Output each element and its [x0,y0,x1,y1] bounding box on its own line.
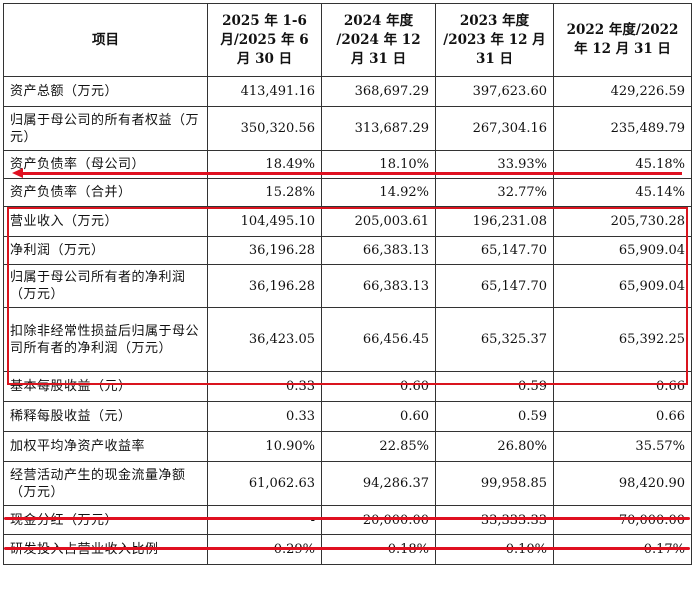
cell-value: 94,286.37 [321,461,436,506]
financial-table-container: 项目 2025 年 1-6 月/2025 年 6 月 30 日 2024 年度 … [3,3,692,565]
cell-value: 397,623.60 [435,76,554,107]
cell-value: 10.90% [207,431,322,462]
cell-value: 267,304.16 [435,106,554,151]
cell-value: 65,325.37 [435,307,554,372]
highlight-box-profit-rows [7,207,688,385]
row-label: 归属于母公司的所有者权益（万元） [3,106,208,151]
highlight-arrow-head-icon [12,168,23,178]
cell-value: 22.85% [321,431,436,462]
cell-value: 65,147.70 [435,236,554,265]
row-label: 经营活动产生的现金流量净额（万元） [3,461,208,506]
table-row: 稀释每股收益（元） 0.33 0.60 0.59 0.66 [3,401,692,432]
cell-value: 413,491.16 [207,76,322,107]
table-row: 扣除非经常性损益后归属于母公司所有者的净利润（万元） 36,423.05 66,… [3,307,692,372]
table-row: 资产负债率（合并） 15.28% 14.92% 32.77% 45.14% [3,178,692,207]
table-row: 现金分红（万元） - 20,000.00 33,333.33 70,000.00 [3,505,692,535]
cell-value: 35.57% [553,431,692,462]
header-col-2024: 2024 年度 /2024 年 12 月 31 日 [321,3,436,77]
cell-value: 33,333.33 [435,505,554,535]
cell-value: 36,423.05 [207,307,322,372]
cell-value: 32.77% [435,178,554,207]
header-col-2023: 2023 年度 /2023 年 12 月 31 日 [435,3,554,77]
row-label: 归属于母公司所有者的净利润（万元） [3,264,208,308]
cell-value: 45.14% [553,178,692,207]
row-label: 净利润（万元） [3,236,208,265]
cell-value: 36,196.28 [207,236,322,265]
cell-value: 104,495.10 [207,206,322,237]
highlight-underline-cashflow [4,517,690,520]
cell-value: 66,383.13 [321,264,436,308]
cell-value: - [207,505,322,535]
header-col-2022: 2022 年度/2022 年 12 月 31 日 [553,3,692,77]
table-row: 资产总额（万元） 413,491.16 368,697.29 397,623.6… [3,76,692,107]
cell-value: 0.33 [207,371,322,402]
cell-value: 235,489.79 [553,106,692,151]
cell-value: 368,697.29 [321,76,436,107]
row-label: 现金分红（万元） [3,505,208,535]
table-row: 归属于母公司的所有者权益（万元） 350,320.56 313,687.29 2… [3,106,692,151]
cell-value: 66,383.13 [321,236,436,265]
cell-value: 65,392.25 [553,307,692,372]
cell-value: 20,000.00 [321,505,436,535]
cell-value: 429,226.59 [553,76,692,107]
table-row: 净利润（万元） 36,196.28 66,383.13 65,147.70 65… [3,236,692,265]
highlight-arrow-line [20,172,682,175]
cell-value: 15.28% [207,178,322,207]
cell-value: 36,196.28 [207,264,322,308]
financial-table: 项目 2025 年 1-6 月/2025 年 6 月 30 日 2024 年度 … [3,3,692,565]
cell-value: 0.33 [207,401,322,432]
header-col-2025h1: 2025 年 1-6 月/2025 年 6 月 30 日 [207,3,322,77]
table-row: 归属于母公司所有者的净利润（万元） 36,196.28 66,383.13 65… [3,264,692,308]
header-item: 项目 [3,3,208,77]
cell-value: 65,147.70 [435,264,554,308]
table-row: 加权平均净资产收益率 10.90% 22.85% 26.80% 35.57% [3,431,692,462]
table-row: 经营活动产生的现金流量净额（万元） 61,062.63 94,286.37 99… [3,461,692,506]
row-label: 稀释每股收益（元） [3,401,208,432]
row-label: 扣除非经常性损益后归属于母公司所有者的净利润（万元） [3,307,208,372]
highlight-underline-dividend [4,547,690,550]
row-label: 资产总额（万元） [3,76,208,107]
header-row: 项目 2025 年 1-6 月/2025 年 6 月 30 日 2024 年度 … [3,3,692,77]
cell-value: 0.59 [435,401,554,432]
cell-value: 61,062.63 [207,461,322,506]
row-label: 资产负债率（合并） [3,178,208,207]
cell-value: 0.60 [321,401,436,432]
cell-value: 313,687.29 [321,106,436,151]
cell-value: 14.92% [321,178,436,207]
cell-value: 70,000.00 [553,505,692,535]
cell-value: 350,320.56 [207,106,322,151]
cell-value: 0.66 [553,401,692,432]
cell-value: 26.80% [435,431,554,462]
cell-value: 99,958.85 [435,461,554,506]
cell-value: 98,420.90 [553,461,692,506]
row-label: 加权平均净资产收益率 [3,431,208,462]
row-label: 营业收入（万元） [3,206,208,237]
cell-value: 66,456.45 [321,307,436,372]
